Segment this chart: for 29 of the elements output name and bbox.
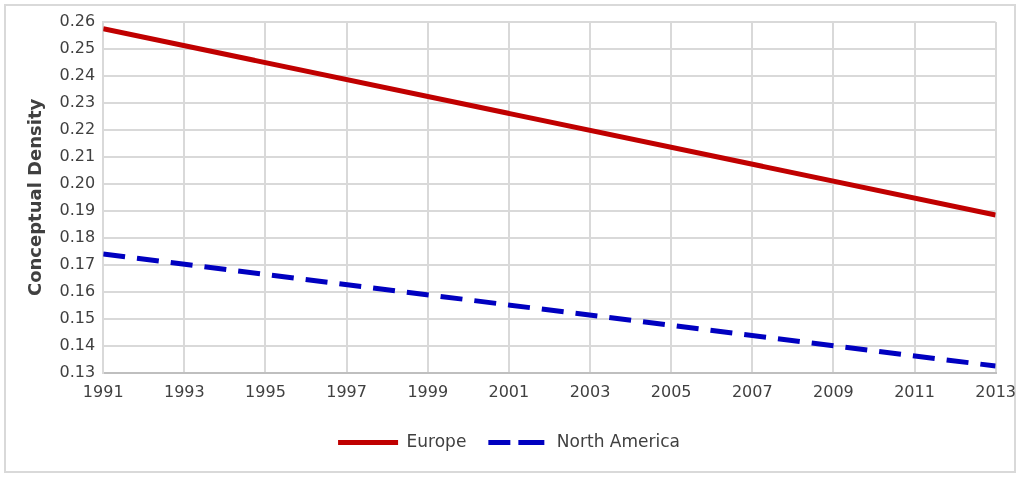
- y-tick-label: 0.15: [59, 307, 96, 327]
- y-tick-label: 0.13: [59, 361, 96, 381]
- x-tick-label: 2003: [569, 381, 611, 401]
- x-tick-label: 1991: [82, 381, 124, 401]
- legend-label: North America: [556, 430, 680, 451]
- y-tick-label: 0.16: [59, 281, 96, 300]
- y-tick-label: 0.20: [59, 173, 96, 193]
- y-tick-label: 0.26: [59, 11, 96, 31]
- y-tick-label: 0.25: [59, 38, 96, 58]
- y-tick-label: 0.24: [59, 65, 96, 85]
- y-tick-label: 0.14: [59, 334, 96, 354]
- x-tick-label: 1997: [326, 381, 367, 401]
- x-tick-label: 2013: [975, 381, 1016, 401]
- y-tick-label: 0.23: [59, 92, 96, 112]
- x-tick-label: 1993: [163, 381, 205, 401]
- y-tick-label: 0.17: [59, 254, 96, 274]
- y-tick-label: 0.21: [59, 146, 96, 166]
- y-tick-label: 0.18: [59, 227, 96, 247]
- y-axis-title: Conceptual Density: [24, 98, 46, 297]
- x-tick-label: 1999: [407, 381, 449, 401]
- x-tick-label: 2007: [731, 381, 773, 401]
- x-tick-label: 2001: [488, 381, 530, 401]
- y-tick-label: 0.19: [59, 200, 96, 220]
- x-tick-label: 1995: [245, 381, 286, 401]
- y-tick-label: 0.22: [59, 119, 96, 139]
- x-tick-label: 2009: [813, 381, 854, 401]
- x-tick-label: 2011: [894, 381, 935, 401]
- legend-label: Europe: [406, 430, 467, 451]
- x-tick-label: 2005: [650, 381, 692, 401]
